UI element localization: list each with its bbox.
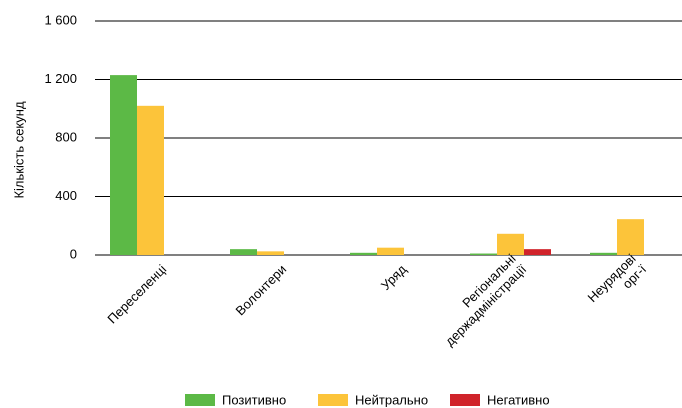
x-tick-label-line: Волонтери: [233, 262, 290, 319]
legend-swatch: [450, 394, 480, 406]
y-tick-label: 1 200: [44, 71, 77, 86]
x-tick-label: Регіональнідержадміністрації: [432, 251, 530, 349]
x-tick-label: Переселенці: [105, 262, 170, 327]
bar: [257, 251, 284, 255]
y-tick-label: 0: [70, 246, 77, 261]
bar: [137, 105, 164, 255]
bar: [497, 233, 524, 255]
x-tick-label-line: Переселенці: [105, 262, 170, 327]
y-axis-label: Кількість секунд: [11, 101, 26, 198]
bar: [590, 252, 617, 255]
y-tick-label: 800: [55, 129, 77, 144]
x-tick-label-line: Уряд: [378, 262, 410, 294]
legend-swatch: [318, 394, 348, 406]
bar: [110, 75, 137, 255]
y-tick-label: 1 600: [44, 12, 77, 27]
bar: [617, 219, 644, 255]
bar: [377, 247, 404, 255]
legend-swatch: [185, 394, 215, 406]
bar: [230, 249, 257, 255]
bar: [470, 253, 497, 255]
legend-label: Нейтрально: [355, 392, 428, 407]
y-tick-label: 400: [55, 188, 77, 203]
legend-label: Негативно: [487, 392, 550, 407]
x-tick-label: Волонтери: [233, 262, 290, 319]
legend-label: Позитивно: [222, 392, 286, 407]
x-tick-label: Неурядовіорг-ї: [585, 251, 650, 316]
x-tick-label: Уряд: [378, 262, 410, 294]
bar: [524, 249, 551, 255]
bar: [350, 252, 377, 255]
